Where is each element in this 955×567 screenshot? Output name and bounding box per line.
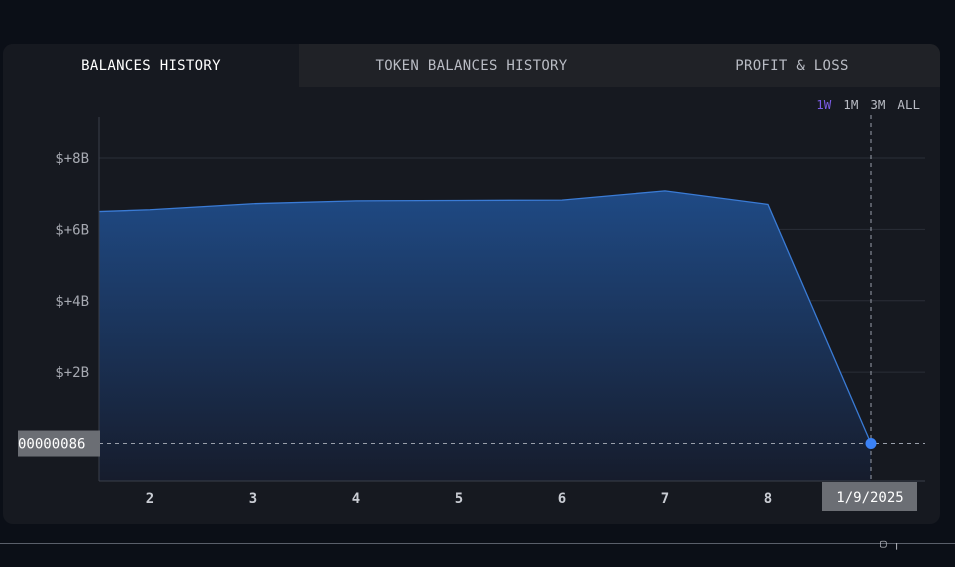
range-all[interactable]: ALL <box>897 97 920 112</box>
y-tick-label: $+4B <box>55 294 89 310</box>
x-tick-label: 2 <box>146 491 154 507</box>
balance-area <box>98 190 871 481</box>
x-tick-label: 4 <box>352 491 360 507</box>
y-tick-label: $+2B <box>55 365 89 381</box>
x-tick-label: 6 <box>558 491 566 507</box>
tab-profit-loss[interactable]: PROFIT & LOSS <box>644 44 940 87</box>
range-3m[interactable]: 3M <box>870 97 886 112</box>
crosshair-x-label: 1/9/2025 <box>836 490 903 506</box>
balance-line <box>98 190 872 444</box>
tab-token-balances-history[interactable]: TOKEN BALANCES HISTORY <box>299 44 644 87</box>
highlight-point[interactable] <box>865 438 877 450</box>
resize-icon: ▢ ╷ <box>880 537 900 550</box>
x-tick-label: 5 <box>455 491 463 507</box>
x-tick-label: 7 <box>661 491 669 507</box>
range-selector: 1W 1M 3M ALL <box>810 97 926 112</box>
x-tick-label: 3 <box>249 491 257 507</box>
crosshair-x-label-box <box>822 482 917 511</box>
crosshair-y-label-box <box>18 430 100 457</box>
x-tick-label: 8 <box>764 491 772 507</box>
y-tick-label: $+8B <box>55 151 89 167</box>
y-tick-label: $+6B <box>55 222 89 238</box>
tab-balances-history[interactable]: BALANCES HISTORY <box>3 44 299 87</box>
range-1w[interactable]: 1W <box>816 97 832 112</box>
bottom-divider <box>0 543 955 544</box>
crosshair-y-label: 00000086 <box>18 437 85 453</box>
tab-bar: BALANCES HISTORY TOKEN BALANCES HISTORY … <box>3 44 940 87</box>
range-1m[interactable]: 1M <box>843 97 859 112</box>
